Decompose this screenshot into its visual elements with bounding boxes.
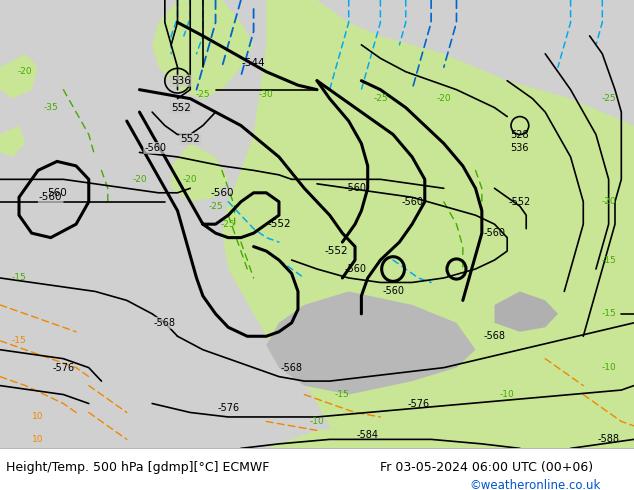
Text: -560: -560	[39, 192, 63, 202]
Polygon shape	[266, 292, 476, 394]
Polygon shape	[0, 125, 25, 157]
Polygon shape	[152, 0, 254, 98]
Text: -25: -25	[221, 220, 236, 229]
Text: -10: -10	[500, 390, 515, 399]
Text: -25: -25	[601, 94, 616, 103]
Polygon shape	[495, 292, 558, 332]
Text: -15: -15	[11, 273, 27, 282]
Text: -20: -20	[132, 175, 147, 184]
Text: -568: -568	[484, 331, 505, 341]
Text: -20: -20	[183, 175, 198, 184]
Polygon shape	[266, 381, 634, 448]
Text: Fr 03-05-2024 06:00 UTC (00+06): Fr 03-05-2024 06:00 UTC (00+06)	[380, 461, 593, 474]
Text: -15: -15	[335, 390, 350, 399]
Text: -560: -560	[382, 287, 404, 296]
Text: Height/Temp. 500 hPa [gdmp][°C] ECMWF: Height/Temp. 500 hPa [gdmp][°C] ECMWF	[6, 461, 269, 474]
Text: ©weatheronline.co.uk: ©weatheronline.co.uk	[469, 479, 600, 490]
Text: 552: 552	[180, 134, 200, 144]
Text: -30: -30	[259, 90, 274, 98]
Text: -25: -25	[195, 90, 210, 98]
Polygon shape	[0, 54, 38, 98]
Polygon shape	[171, 144, 228, 202]
Text: -568: -568	[154, 318, 176, 328]
Text: -10: -10	[309, 417, 325, 426]
Text: 536: 536	[171, 75, 191, 86]
Text: -568: -568	[281, 363, 302, 373]
Text: 552: 552	[171, 102, 191, 113]
Text: -560: -560	[145, 143, 166, 153]
Text: 528: 528	[510, 129, 529, 140]
Text: 536: 536	[510, 143, 529, 153]
Text: -560: -560	[210, 188, 234, 198]
Text: -20: -20	[436, 94, 451, 103]
Text: -576: -576	[217, 403, 239, 413]
Text: -15: -15	[601, 256, 616, 265]
Text: -584: -584	[357, 430, 378, 440]
Text: -20: -20	[601, 197, 616, 206]
Text: -25: -25	[373, 94, 388, 103]
Text: -10: -10	[601, 363, 616, 372]
Text: -552: -552	[508, 197, 531, 207]
Polygon shape	[222, 0, 634, 448]
Text: -544: -544	[242, 58, 266, 68]
Text: -552: -552	[267, 219, 291, 229]
Text: -560: -560	[344, 264, 366, 274]
Text: -15: -15	[11, 336, 27, 345]
Text: -35: -35	[43, 103, 58, 112]
Text: -588: -588	[598, 434, 619, 444]
Text: -20: -20	[18, 67, 33, 76]
Text: 10: 10	[32, 435, 44, 444]
Text: 10: 10	[32, 413, 44, 421]
Text: -560: -560	[401, 197, 423, 207]
Text: -560: -560	[344, 183, 366, 194]
Text: -576: -576	[408, 398, 429, 409]
Text: -576: -576	[53, 363, 74, 373]
Text: -560: -560	[484, 228, 505, 238]
Text: -552: -552	[324, 246, 348, 256]
Text: 560: 560	[47, 188, 67, 198]
Text: -25: -25	[208, 202, 223, 211]
Text: -15: -15	[601, 309, 616, 318]
Polygon shape	[0, 0, 634, 448]
